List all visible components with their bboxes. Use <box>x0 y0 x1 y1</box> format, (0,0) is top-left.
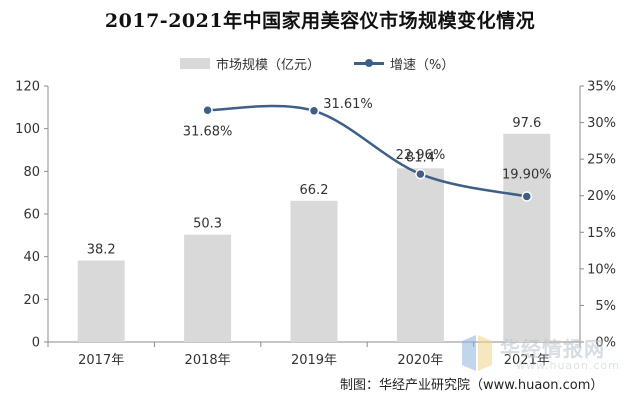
bar <box>77 260 125 342</box>
y-left-tick-label: 40 <box>23 250 40 265</box>
y-right-tick-label: 0% <box>595 336 616 351</box>
x-tick-label: 2019年 <box>291 353 337 368</box>
legend-line-label: 增速（%） <box>390 57 455 73</box>
watermark-url: www.huaon.com <box>516 359 620 372</box>
bar <box>290 200 338 342</box>
growth-point <box>415 168 426 180</box>
y-left-tick-label: 20 <box>23 293 40 308</box>
y-right-tick-label: 5% <box>595 299 616 314</box>
bar <box>396 168 444 342</box>
y-right-tick-label: 10% <box>587 262 616 277</box>
y-left-tick-label: 0 <box>32 336 40 351</box>
legend: 市场规模（亿元） 增速（%） <box>180 54 455 73</box>
growth-point <box>202 105 213 116</box>
bar <box>503 133 551 342</box>
legend-bar-label: 市场规模（亿元） <box>216 57 321 73</box>
x-tick-label: 2020年 <box>397 353 443 368</box>
bar-value-label: 81.4 <box>406 150 435 165</box>
y-right-tick-label: 15% <box>587 226 616 241</box>
x-tick-label: 2018年 <box>185 353 231 368</box>
watermark-text: 华经情报网 <box>500 337 605 361</box>
y-left-tick-label: 100 <box>15 122 40 137</box>
x-tick-label: 2021年 <box>504 353 550 368</box>
growth-line <box>207 104 528 198</box>
bar-value-label: 66.2 <box>300 183 329 198</box>
x-tick-label: 2017年 <box>78 353 124 368</box>
source-note: 制图：华经产业研究院（www.huaon.com） <box>340 378 604 393</box>
y-left-tick-label: 120 <box>15 80 40 95</box>
bar-value-label: 50.3 <box>193 217 222 232</box>
growth-value-label: 31.68% <box>183 124 233 139</box>
y-right-tick-label: 30% <box>587 116 616 131</box>
watermark-logo-icon <box>462 335 492 371</box>
growth-value-label: 31.61% <box>323 97 373 112</box>
growth-point <box>308 105 320 117</box>
chart-title: 2017-2021年中国家用美容仪市场规模变化情况 <box>104 10 536 32</box>
bar-value-label: 38.2 <box>87 243 116 258</box>
y-right-tick-label: 20% <box>587 189 616 204</box>
bar <box>184 234 232 342</box>
growth-point <box>521 191 533 202</box>
bar-value-label: 97.6 <box>512 116 541 131</box>
y-right-tick-label: 25% <box>587 153 616 168</box>
legend-bar-swatch <box>180 57 210 69</box>
growth-value-label: 19.90% <box>502 167 552 182</box>
growth-value-label: 22.96% <box>396 148 446 163</box>
watermark: 华经情报网 www.huaon.com <box>456 331 636 379</box>
y-right-tick-label: 35% <box>587 80 616 95</box>
y-left-tick-label: 80 <box>23 165 40 180</box>
legend-line-swatch <box>354 58 385 69</box>
y-left-tick-label: 60 <box>23 208 40 223</box>
